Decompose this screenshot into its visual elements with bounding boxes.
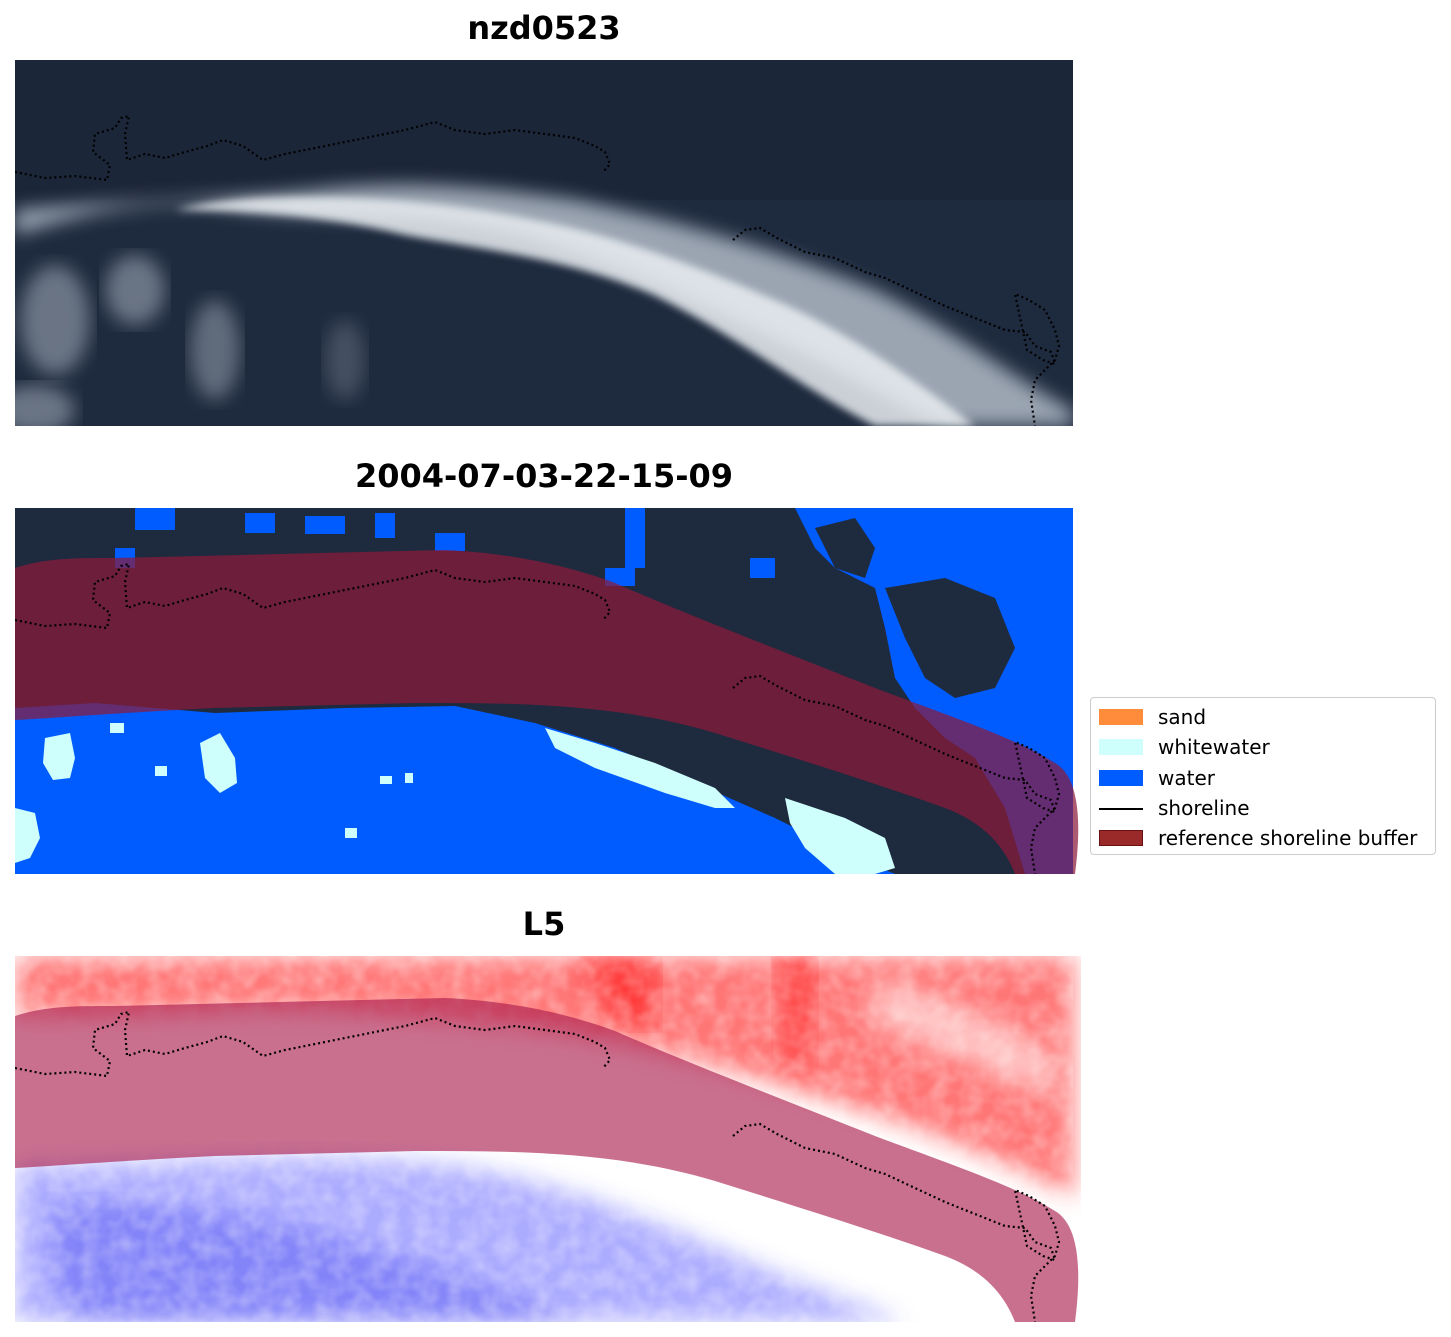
shoreline-left [15, 114, 612, 182]
legend-swatch-sand [1099, 709, 1143, 725]
legend-item-buffer: reference shoreline buffer [1091, 825, 1435, 855]
legend-item-sand: sand [1091, 704, 1435, 734]
whitewater-patches [15, 723, 895, 874]
reference-shoreline-buffer [15, 550, 1079, 874]
legend-swatch-shoreline [1099, 807, 1143, 810]
legend: sand whitewater water shoreline referenc… [1090, 697, 1436, 855]
panel-title-index: L5 [522, 905, 566, 943]
classification-panel [15, 508, 1079, 874]
legend-swatch-water [1099, 769, 1143, 786]
legend-item-shoreline: shoreline [1091, 795, 1435, 825]
legend-item-water: water [1091, 765, 1435, 795]
legend-swatch-buffer [1099, 830, 1143, 847]
legend-item-whitewater: whitewater [1091, 734, 1435, 764]
panel-title-classification: 2004-07-03-22-15-09 [354, 457, 734, 495]
water-region-bottom [15, 703, 895, 874]
legend-swatch-whitewater [1099, 739, 1143, 756]
index-panel [15, 956, 1079, 1322]
satellite-image-panel [15, 60, 1073, 426]
panel-title-satellite: nzd0523 [467, 9, 621, 47]
